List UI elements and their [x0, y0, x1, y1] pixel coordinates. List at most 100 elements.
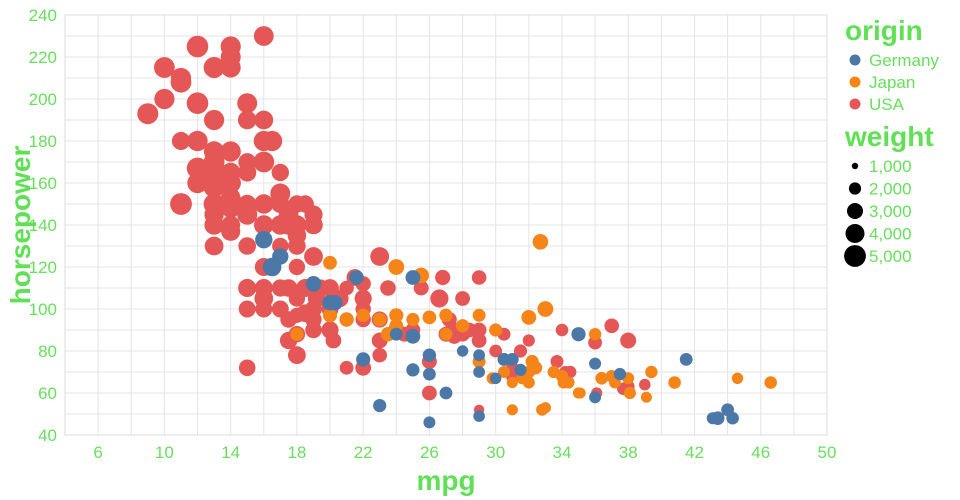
- data-point-germany: [349, 270, 364, 285]
- data-point-germany: [305, 276, 322, 292]
- data-point-usa: [430, 289, 449, 308]
- data-point-usa: [238, 359, 256, 377]
- data-point-usa: [204, 236, 224, 256]
- data-point-usa: [253, 151, 275, 173]
- data-point-usa: [137, 103, 159, 125]
- data-point-japan: [455, 319, 470, 333]
- data-point-usa: [325, 332, 342, 349]
- data-point-japan: [506, 404, 518, 416]
- data-point-usa: [238, 237, 256, 255]
- data-point-usa: [255, 300, 273, 318]
- data-point-japan: [439, 308, 453, 322]
- data-point-germany: [589, 357, 602, 370]
- data-point-japan: [522, 376, 535, 389]
- data-point-germany: [679, 353, 693, 366]
- data-point-usa: [221, 198, 241, 218]
- data-point-usa: [380, 280, 396, 296]
- data-point-japan: [388, 259, 405, 275]
- legend-size-marker: [851, 162, 859, 170]
- data-point-germany: [473, 366, 485, 378]
- data-point-japan: [764, 376, 777, 389]
- data-point-germany: [423, 367, 436, 381]
- data-point-germany: [389, 327, 403, 341]
- data-point-usa: [170, 193, 192, 215]
- data-point-usa: [555, 323, 569, 337]
- data-point-germany: [505, 353, 519, 366]
- data-point-usa: [305, 321, 322, 339]
- data-point-usa: [237, 110, 257, 130]
- data-point-japan: [539, 402, 552, 414]
- legend-origin-title: origin: [845, 15, 923, 46]
- data-point-japan: [595, 372, 608, 385]
- legend-size-label: 1,000: [869, 157, 912, 176]
- data-point-germany: [490, 372, 502, 384]
- data-point-usa: [339, 360, 354, 375]
- data-point-germany: [422, 348, 437, 362]
- legend-size-marker: [847, 203, 863, 219]
- x-tick-label: 14: [221, 443, 240, 462]
- data-point-japan: [439, 327, 453, 341]
- data-point-usa: [489, 344, 503, 358]
- data-point-usa: [187, 130, 208, 152]
- data-point-usa: [604, 318, 619, 334]
- data-point-germany: [423, 416, 436, 429]
- data-point-usa: [513, 344, 528, 358]
- data-point-usa: [288, 237, 306, 255]
- data-point-usa: [186, 157, 209, 179]
- x-tick-label: 22: [354, 443, 373, 462]
- data-point-usa: [435, 269, 451, 286]
- data-point-germany: [589, 391, 602, 404]
- data-point-germany: [272, 248, 289, 265]
- data-point-usa: [639, 378, 651, 391]
- data-point-japan: [532, 234, 549, 250]
- data-point-usa: [254, 110, 274, 130]
- data-point-usa: [237, 204, 258, 225]
- data-point-germany: [356, 352, 371, 367]
- data-point-usa: [522, 334, 535, 347]
- y-tick-label: 100: [29, 300, 57, 319]
- legend-swatch-japan: [849, 76, 861, 88]
- data-point-germany: [726, 411, 739, 425]
- legend-swatch-usa: [849, 98, 861, 110]
- legend: origin weight Germany Japan USA 1,000 2,000 3…: [844, 15, 939, 267]
- y-tick-label: 200: [29, 90, 57, 109]
- legend-size-label: 2,000: [869, 180, 912, 199]
- legend-swatch-germany: [849, 54, 861, 66]
- x-tick-label: 50: [818, 443, 837, 462]
- axes-layer: 6 10 14 18 22 26 30 34 38 42 46 50 40 60 80 100 120 140 16…: [29, 6, 837, 462]
- data-point-germany: [255, 231, 273, 249]
- data-point-japan: [498, 366, 510, 378]
- data-point-usa: [253, 215, 274, 235]
- data-point-japan: [406, 312, 420, 327]
- data-point-germany: [710, 411, 725, 426]
- legend-size-marker: [844, 245, 866, 267]
- x-tick-label: 30: [486, 443, 505, 462]
- data-point-japan: [528, 361, 543, 375]
- data-point-japan: [574, 387, 586, 399]
- data-point-usa: [203, 176, 225, 198]
- data-point-japan: [521, 310, 537, 325]
- data-point-japan: [668, 376, 681, 389]
- data-point-usa: [262, 130, 283, 152]
- plot-frame: [64, 14, 828, 436]
- x-tick-label: 26: [420, 443, 439, 462]
- data-point-germany: [473, 349, 485, 362]
- data-point-usa: [154, 57, 175, 78]
- data-point-usa: [204, 109, 225, 131]
- data-point-usa: [304, 247, 323, 266]
- data-point-usa: [471, 322, 487, 338]
- x-tick-label: 18: [287, 443, 306, 462]
- y-tick-label: 240: [29, 6, 57, 25]
- data-point-usa: [171, 131, 191, 151]
- data-point-usa: [238, 278, 257, 298]
- data-point-japan: [645, 365, 658, 379]
- data-point-japan: [623, 386, 637, 400]
- data-point-usa: [413, 280, 429, 296]
- data-point-japan: [537, 301, 554, 317]
- data-point-usa: [254, 194, 274, 214]
- data-point-japan: [588, 328, 602, 341]
- legend-label-japan: Japan: [869, 73, 915, 92]
- legend-label-usa: USA: [869, 95, 905, 114]
- x-tick-label: 42: [685, 443, 704, 462]
- y-axis-title: horsepower: [5, 146, 36, 305]
